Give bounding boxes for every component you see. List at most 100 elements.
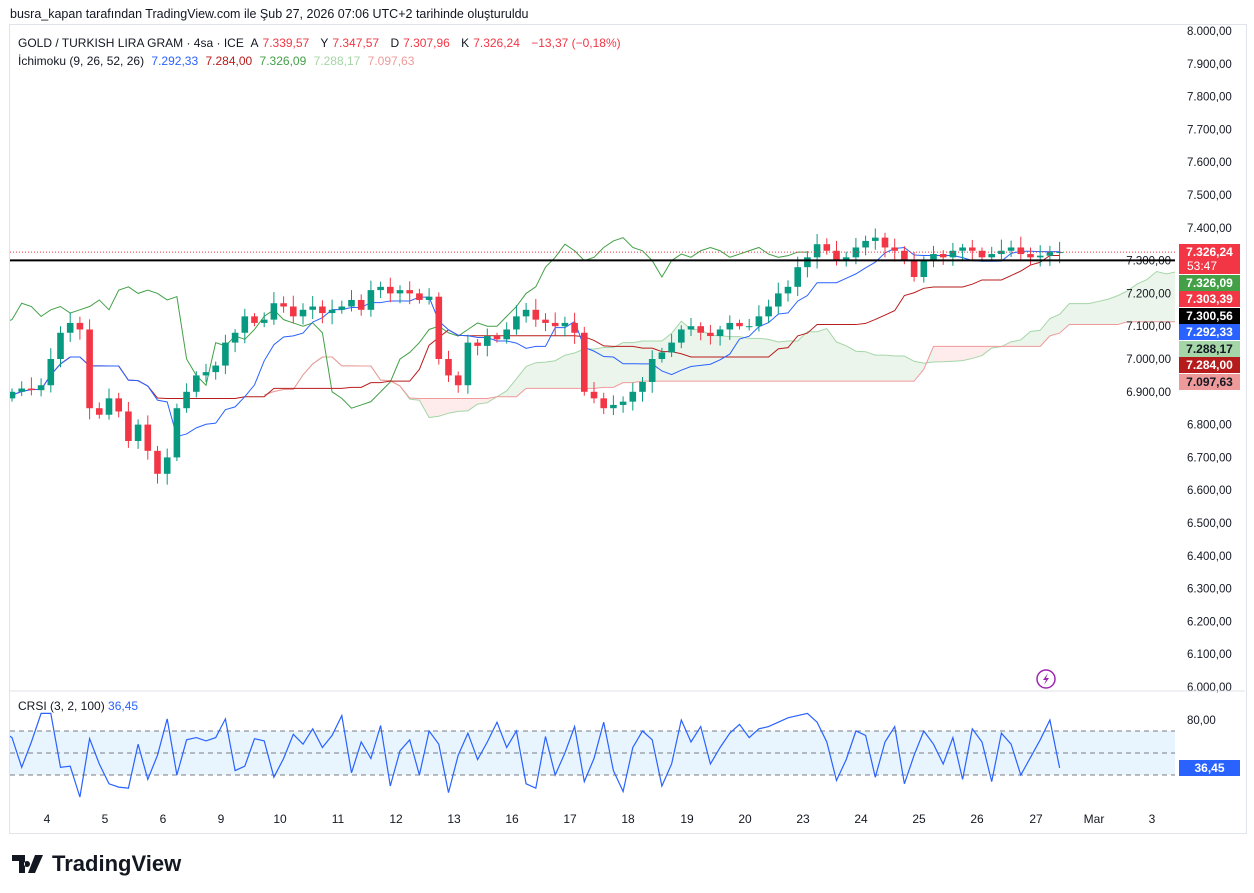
candle-body [183,391,190,409]
ichimoku-tenkan-line [11,246,1060,438]
ichimoku-cloud-segment [1146,271,1157,322]
candle-body [57,332,64,359]
candle-body [28,388,35,391]
candle-body [66,322,74,333]
ichimoku-cloud-segment [807,331,818,382]
ichimoku-cloud-segment [885,355,895,382]
y-tick-label: 6.500,00 [1187,518,1232,530]
x-tick-label: 16 [505,812,519,826]
candle-body [891,247,898,251]
candle-body [464,342,472,386]
candle-body [988,254,995,258]
candle-body [542,319,549,323]
candle-body [280,303,287,307]
candle-body [76,322,84,330]
ichimoku-cloud-segment [817,328,827,382]
tradingview-logo[interactable]: TradingView [12,851,181,877]
candle-body [978,250,986,258]
lightning-icon[interactable] [1036,669,1056,689]
y-tick-label: 7.300,00 [1126,256,1171,268]
ichimoku-cloud-segment [1040,318,1050,347]
ichimoku-cloud-segment [739,336,750,382]
ichimoku-cloud-segment [914,361,924,382]
candle-body [105,398,113,415]
ohlc-low: D 7.307,96 [390,36,450,50]
candle-body [387,286,394,294]
ichimoku-cloud-segment [943,346,953,362]
candle-body [338,306,346,310]
candle-body [930,254,937,261]
candle-body [1017,247,1025,255]
ichimoku-cloud-segment [1098,299,1109,325]
price-tag: 7.303,39 [1179,291,1240,307]
ichimoku-cloud-segment [1137,279,1147,322]
candle-body [910,260,918,277]
candle-body [241,316,249,333]
candle-body [804,257,811,268]
candle-body [503,329,510,340]
candle-body [755,316,763,327]
x-tick-label: 11 [332,812,345,826]
candle-body [396,290,404,294]
candle-body [1056,252,1063,254]
candle-body [357,299,365,310]
candle-body [561,322,569,327]
x-tick-label: 4 [44,812,51,826]
y-tick-label: 6.900,00 [1126,387,1171,399]
ichimoku-cloud-segment [1079,303,1089,325]
ichimoku-span-a: 7.288,17 [313,54,361,68]
candle-body [406,290,413,294]
candle-body [794,267,801,287]
price-tag: 7.292,33 [1179,324,1240,340]
ichimoku-cloud-segment [1030,330,1041,347]
ichimoku-cloud-segment [1127,283,1138,322]
y-tick-label: 6.800,00 [1187,420,1232,432]
ichimoku-cloud-segment [952,346,963,362]
ichimoku-cloud-segment [564,353,575,389]
y-tick-label: 7.000,00 [1126,354,1171,366]
ichimoku-cloud-segment [729,336,740,382]
ichimoku-cloud-segment [438,398,449,417]
chart-frame [9,24,1247,834]
x-tick-label: 5 [102,812,109,826]
candle-body [998,250,1005,255]
candle-body [600,398,607,409]
price-tag: 7.097,63 [1179,373,1240,390]
ichimoku-cloud-segment [1244,271,1254,322]
ichimoku-cloud-segment [623,342,633,383]
candle-body [1027,254,1034,258]
candle-body [425,296,433,300]
tradingview-logo-text: TradingView [52,851,182,876]
candle-body [522,309,530,317]
ohlc-open: A 7.339,57 [250,36,310,50]
candle-body [969,247,976,251]
crsi-label[interactable]: CRSI (3, 2, 100) [18,699,105,713]
ichimoku-cloud-segment [720,335,730,382]
candle-body [668,342,675,353]
candle-body [610,404,617,409]
ichimoku-cloud-segment [894,356,905,382]
candle-body [629,391,637,402]
candle-body [513,316,520,330]
x-tick-label: 25 [912,812,926,826]
candle-body [920,260,928,277]
ichimoku-cloud-segment [594,347,604,389]
ichimoku-cloud-segment [691,329,701,382]
ichimoku-cloud-segment [797,331,808,382]
x-tick-label: 24 [854,812,868,826]
candle-body [212,365,219,373]
chart-credit: busra_kapan tarafından TradingView.com i… [10,7,529,21]
ichimoku-label[interactable]: İchimoku (9, 26, 52, 26) [18,54,145,68]
symbol-title[interactable]: GOLD / TURKISH LIRA GRAM · 4sa · ICE [18,36,244,50]
candle-body [726,322,734,330]
price-tag: 7.326,09 [1179,274,1240,291]
candle-body [959,247,966,251]
y-tick-label: 7.500,00 [1187,190,1232,202]
ichimoku-cloud-segment [555,355,565,389]
ichimoku-span-b: 7.097,63 [367,54,415,68]
candle-body [736,322,743,327]
y-tick-label: 6.600,00 [1187,485,1232,497]
candle-body [765,306,772,317]
ichimoku-cloud-segment [933,346,944,362]
